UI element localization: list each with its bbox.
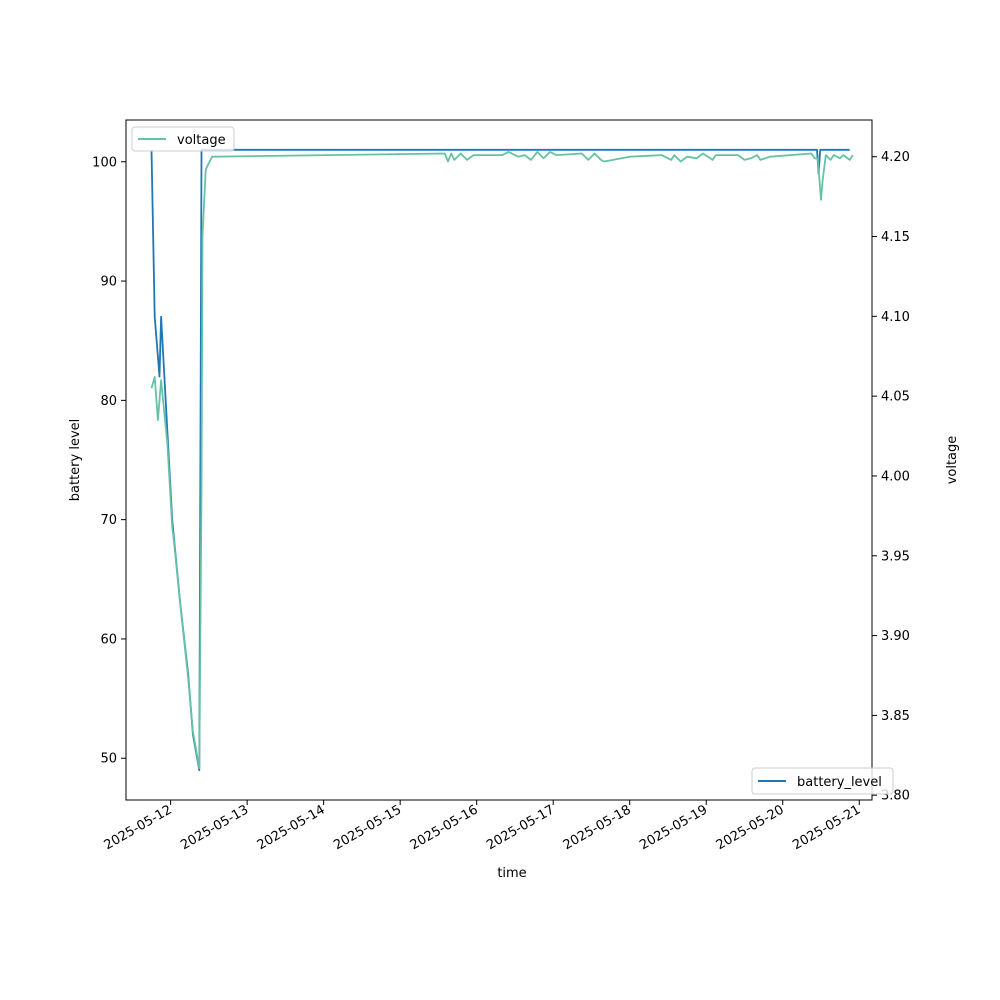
left-y-axis: 50 60 70 80 90 100 [92, 155, 126, 767]
x-tick-label: 2025-05-17 [484, 802, 557, 853]
right-y-tick-label: 4.15 [881, 230, 910, 245]
left-y-tick-label: 80 [100, 394, 117, 409]
legend-battery-level: battery_level [751, 767, 894, 795]
left-y-axis-title: battery level [68, 419, 83, 502]
plot-frame [125, 119, 873, 801]
x-tick-label: 2025-05-13 [178, 802, 251, 853]
x-tick-label: 2025-05-20 [714, 802, 787, 853]
right-y-tick-label: 4.10 [881, 310, 910, 325]
right-y-tick-label: 3.95 [881, 549, 910, 564]
right-y-tick-label: 3.85 [881, 709, 910, 724]
right-y-axis-title: voltage [945, 436, 960, 485]
legend-voltage: voltage [131, 126, 235, 152]
series-line-battery-level [150, 148, 850, 772]
x-tick-label: 2025-05-19 [637, 802, 710, 853]
x-axis: 2025-05-12 2025-05-13 2025-05-14 2025-05-15… [102, 800, 863, 853]
left-y-tick-label: 50 [100, 752, 117, 767]
left-y-tick-label: 60 [100, 632, 117, 647]
series-lines [150, 148, 854, 772]
right-y-tick-label: 3.90 [881, 629, 910, 644]
x-tick-label: 2025-05-21 [790, 802, 863, 853]
right-y-tick-label: 4.20 [881, 150, 910, 165]
right-y-tick-label: 4.00 [881, 469, 910, 484]
x-tick-label: 2025-05-12 [102, 802, 175, 853]
right-y-axis: 3.803.853.903.954.004.054.104.154.20 [872, 150, 910, 804]
left-y-tick-label: 90 [100, 275, 117, 290]
right-y-tick-label: 4.05 [881, 390, 910, 405]
x-tick-label: 2025-05-15 [331, 802, 404, 853]
x-tick-label: 2025-05-16 [408, 802, 481, 853]
left-y-tick-label: 100 [92, 155, 117, 170]
legend-label-battery-level: battery_level [797, 775, 882, 790]
x-axis-title: time [497, 866, 526, 881]
x-tick-label: 2025-05-18 [561, 802, 634, 853]
x-tick-label: 2025-05-14 [255, 802, 328, 853]
series-line-voltage [150, 150, 854, 769]
legend-label-voltage: voltage [177, 133, 226, 148]
left-y-tick-label: 70 [100, 513, 117, 528]
